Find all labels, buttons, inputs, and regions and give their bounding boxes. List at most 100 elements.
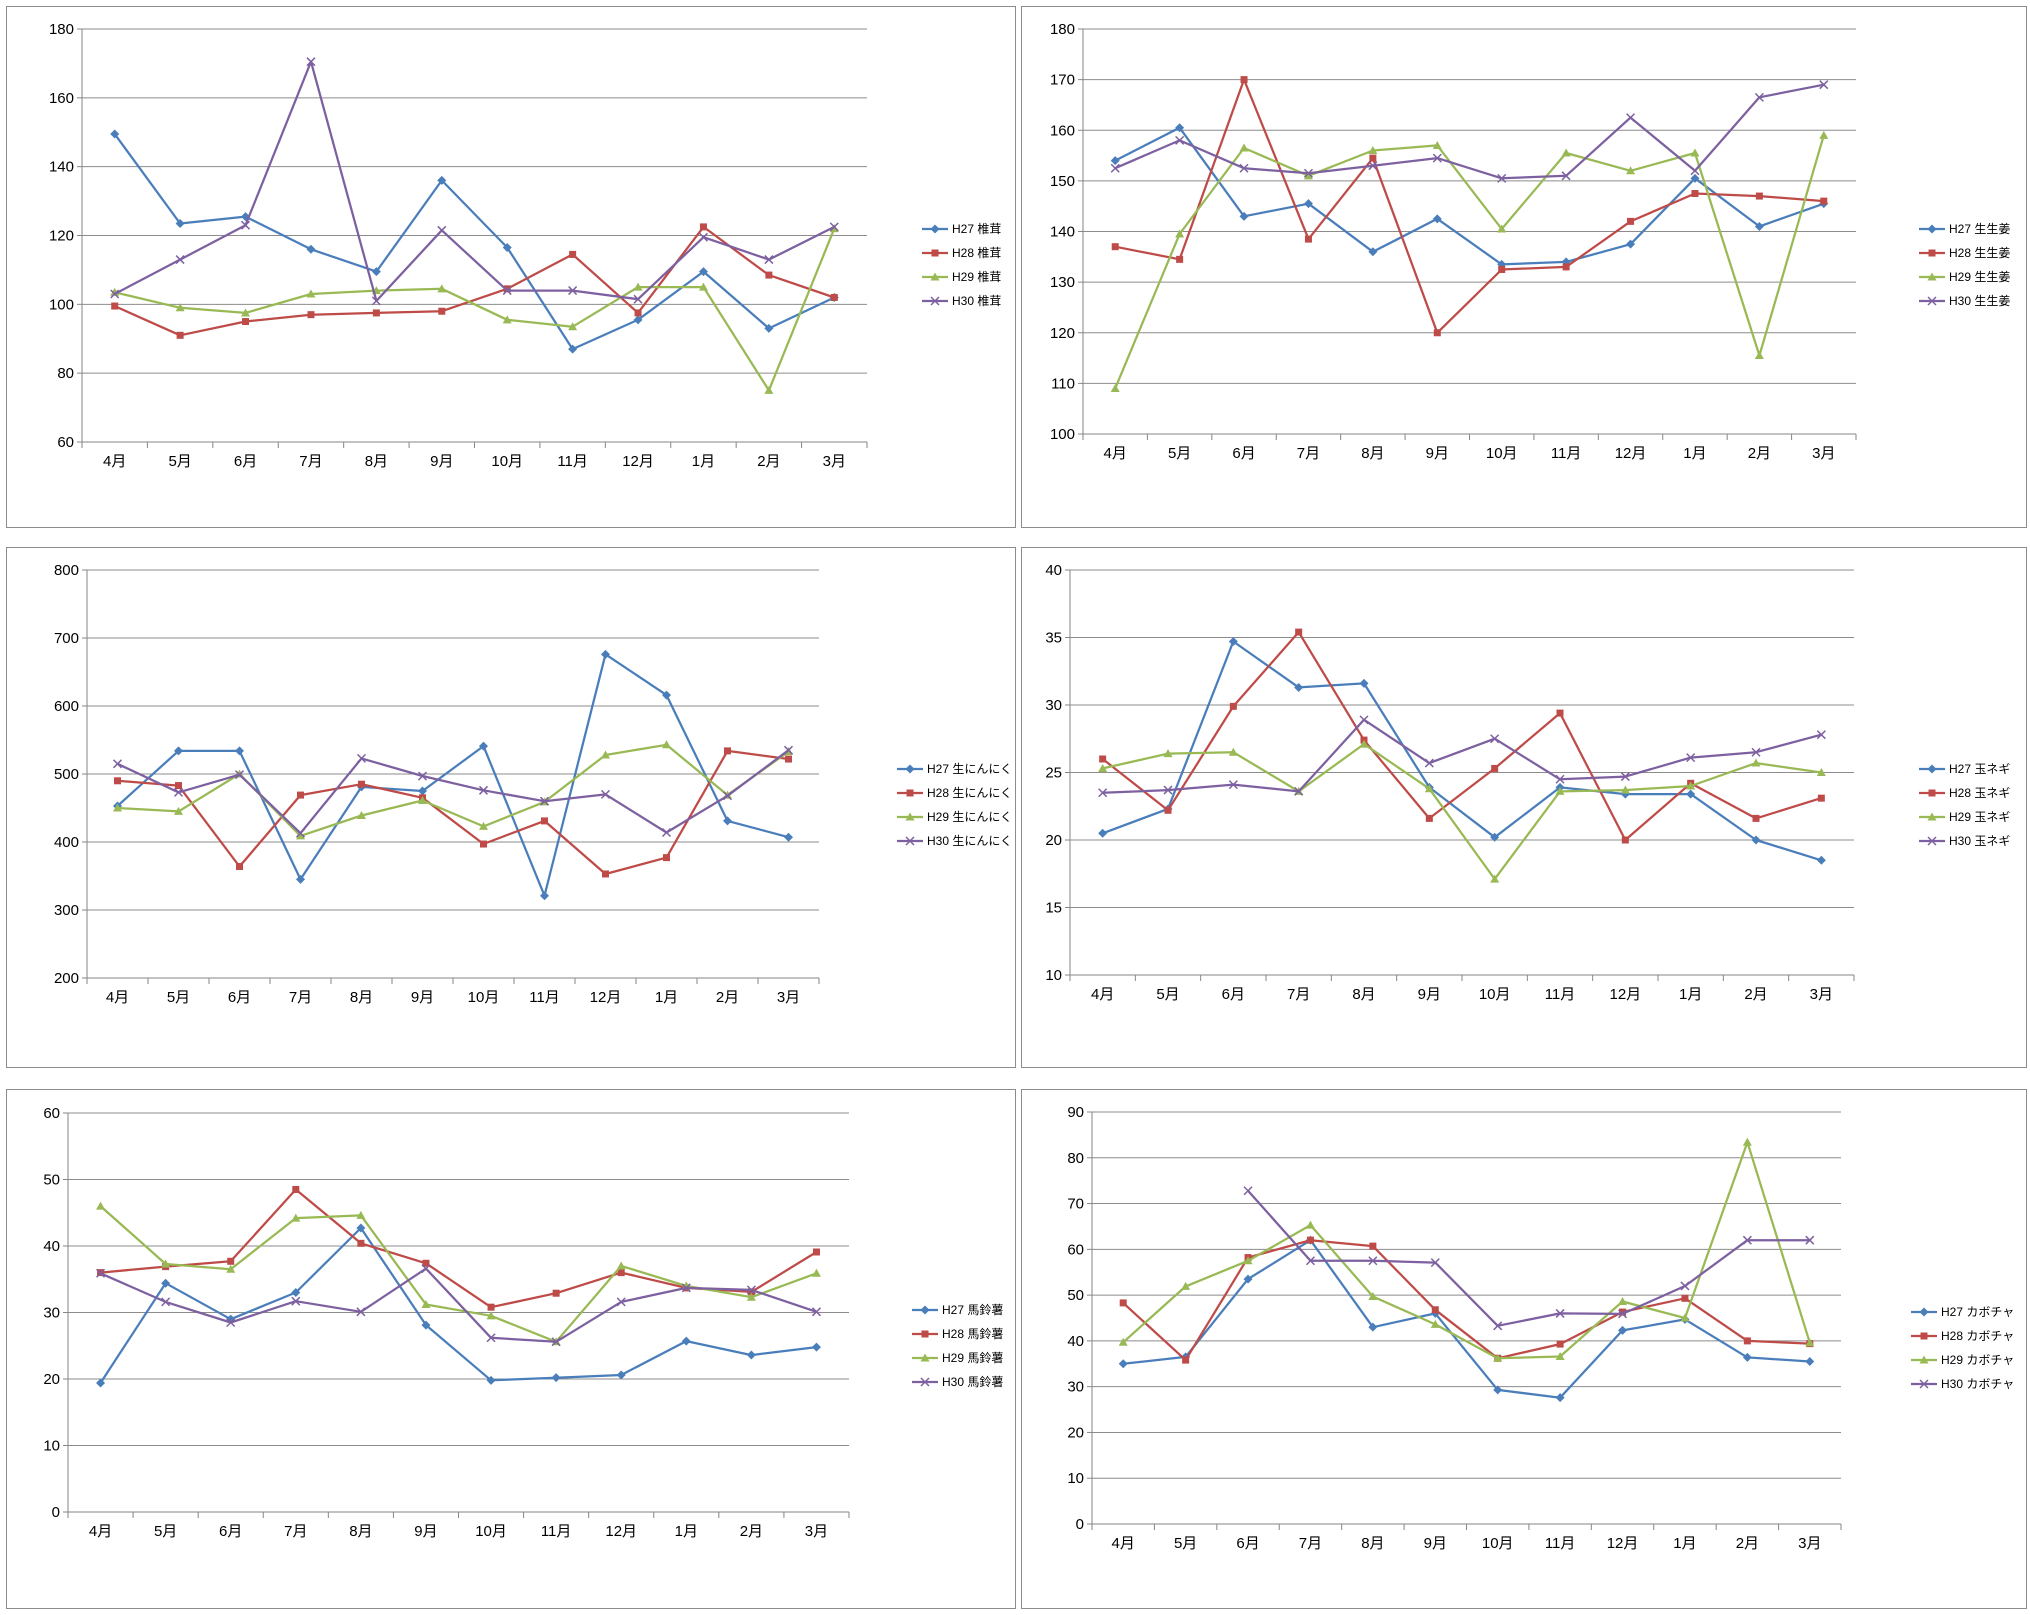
data-point xyxy=(503,285,511,293)
data-point xyxy=(502,243,512,253)
data-point xyxy=(1626,239,1636,249)
data-point xyxy=(681,1283,691,1293)
y-tick-label: 110 xyxy=(1051,375,1075,392)
data-point xyxy=(1491,764,1499,772)
data-point xyxy=(1686,789,1696,799)
y-tick-label: 160 xyxy=(1050,122,1075,139)
x-tick-label: 4月 xyxy=(1091,986,1114,1003)
data-point xyxy=(1819,80,1829,90)
x-tick-label: 6月 xyxy=(219,1523,242,1540)
data-point xyxy=(1805,1338,1815,1347)
data-point xyxy=(539,796,550,806)
data-point xyxy=(552,1289,560,1297)
y-tick-label: 170 xyxy=(1050,72,1075,89)
legend-entry: H27 生にんにく xyxy=(897,762,1012,776)
data-point xyxy=(633,294,643,304)
data-point xyxy=(357,810,366,819)
data-point xyxy=(1163,749,1173,758)
x-tick-label: 7月 xyxy=(284,1523,307,1540)
data-point xyxy=(1305,1220,1315,1229)
y-tick-label: 120 xyxy=(49,228,74,245)
legend-marker xyxy=(1927,812,1937,821)
data-point xyxy=(698,232,708,242)
y-tick-label: 100 xyxy=(1050,426,1075,443)
data-point xyxy=(1490,832,1500,842)
data-point xyxy=(1432,140,1442,149)
y-tick-label: 150 xyxy=(1050,173,1075,190)
data-point xyxy=(1110,156,1120,166)
data-point xyxy=(175,255,185,265)
data-point xyxy=(1742,1235,1752,1245)
legend-entry: H29 カボチャ xyxy=(1911,1353,2014,1367)
data-point xyxy=(1680,1313,1690,1322)
data-point xyxy=(747,1288,755,1296)
data-point xyxy=(1497,224,1507,233)
y-tick-label: 180 xyxy=(49,21,74,38)
legend-label: H30 玉ネギ xyxy=(1949,834,2010,848)
data-point xyxy=(437,175,447,185)
x-tick-label: 11月 xyxy=(1545,986,1576,1003)
data-point xyxy=(1754,92,1764,102)
data-point xyxy=(1175,229,1185,238)
data-point xyxy=(113,803,122,812)
data-point xyxy=(1816,768,1826,776)
y-tick-label: 40 xyxy=(1045,562,1062,579)
series-line xyxy=(114,228,836,392)
series-0 xyxy=(96,1223,821,1388)
data-point xyxy=(1619,1308,1627,1316)
data-point xyxy=(306,289,316,298)
data-point xyxy=(1294,682,1304,692)
data-point xyxy=(1618,1297,1628,1306)
legend-label: H28 カボチャ xyxy=(1941,1329,2014,1343)
data-point xyxy=(811,1307,821,1317)
data-point xyxy=(1243,1256,1253,1265)
x-tick-label: 8月 xyxy=(349,1523,372,1540)
legend-entry: H28 生にんにく xyxy=(897,786,1012,800)
x-tick-label: 2月 xyxy=(1748,445,1771,462)
x-tick-label: 1月 xyxy=(675,1523,698,1540)
series-0 xyxy=(1110,123,1829,269)
data-point xyxy=(175,303,185,312)
y-tick-label: 400 xyxy=(54,834,79,851)
series-line xyxy=(1122,1141,1811,1360)
x-tick-label: 4月 xyxy=(106,989,129,1006)
y-tick-label: 30 xyxy=(1045,697,1062,714)
data-point xyxy=(1369,154,1377,162)
legend-marker xyxy=(930,272,940,281)
data-point xyxy=(1182,1356,1190,1364)
data-point xyxy=(1181,1281,1191,1290)
legend-label: H27 玉ネギ xyxy=(1949,762,2010,776)
data-point xyxy=(437,225,447,235)
data-point xyxy=(568,322,578,331)
legend-entry: H27 カボチャ xyxy=(1911,1305,2014,1319)
x-tick-label: 1月 xyxy=(1673,1535,1696,1552)
data-point xyxy=(241,220,251,230)
data-point xyxy=(722,791,733,801)
data-point xyxy=(1425,814,1433,822)
x-tick-label: 11月 xyxy=(1545,1535,1576,1552)
legend-entry: H29 玉ネギ xyxy=(1919,810,2010,824)
data-point xyxy=(812,1248,820,1256)
series-line xyxy=(1102,640,1822,862)
x-tick-label: 6月 xyxy=(228,989,251,1006)
data-point xyxy=(96,1201,106,1210)
x-tick-label: 9月 xyxy=(1424,1535,1447,1552)
data-point xyxy=(1816,855,1826,865)
data-point xyxy=(1368,146,1378,154)
data-point xyxy=(1621,836,1629,844)
data-point xyxy=(1555,1308,1565,1318)
series-line xyxy=(117,749,789,876)
series-line xyxy=(99,1205,817,1343)
line-chart-svg: 10 15 20 25 30 35 40 4月 5月 6月 7月 8月 9月 10月 11月 12月 1月 2月 3… xyxy=(1045,562,2010,1003)
data-point xyxy=(1620,772,1630,782)
data-point xyxy=(1228,637,1238,647)
data-point xyxy=(1618,1309,1628,1319)
data-point xyxy=(1497,173,1507,183)
data-point xyxy=(174,806,183,815)
data-point xyxy=(602,870,609,878)
x-tick-label: 7月 xyxy=(1299,1535,1322,1552)
data-point xyxy=(1626,166,1636,175)
series-line xyxy=(114,60,835,303)
data-point xyxy=(1493,1353,1503,1362)
legend-marker xyxy=(1919,1355,1929,1364)
